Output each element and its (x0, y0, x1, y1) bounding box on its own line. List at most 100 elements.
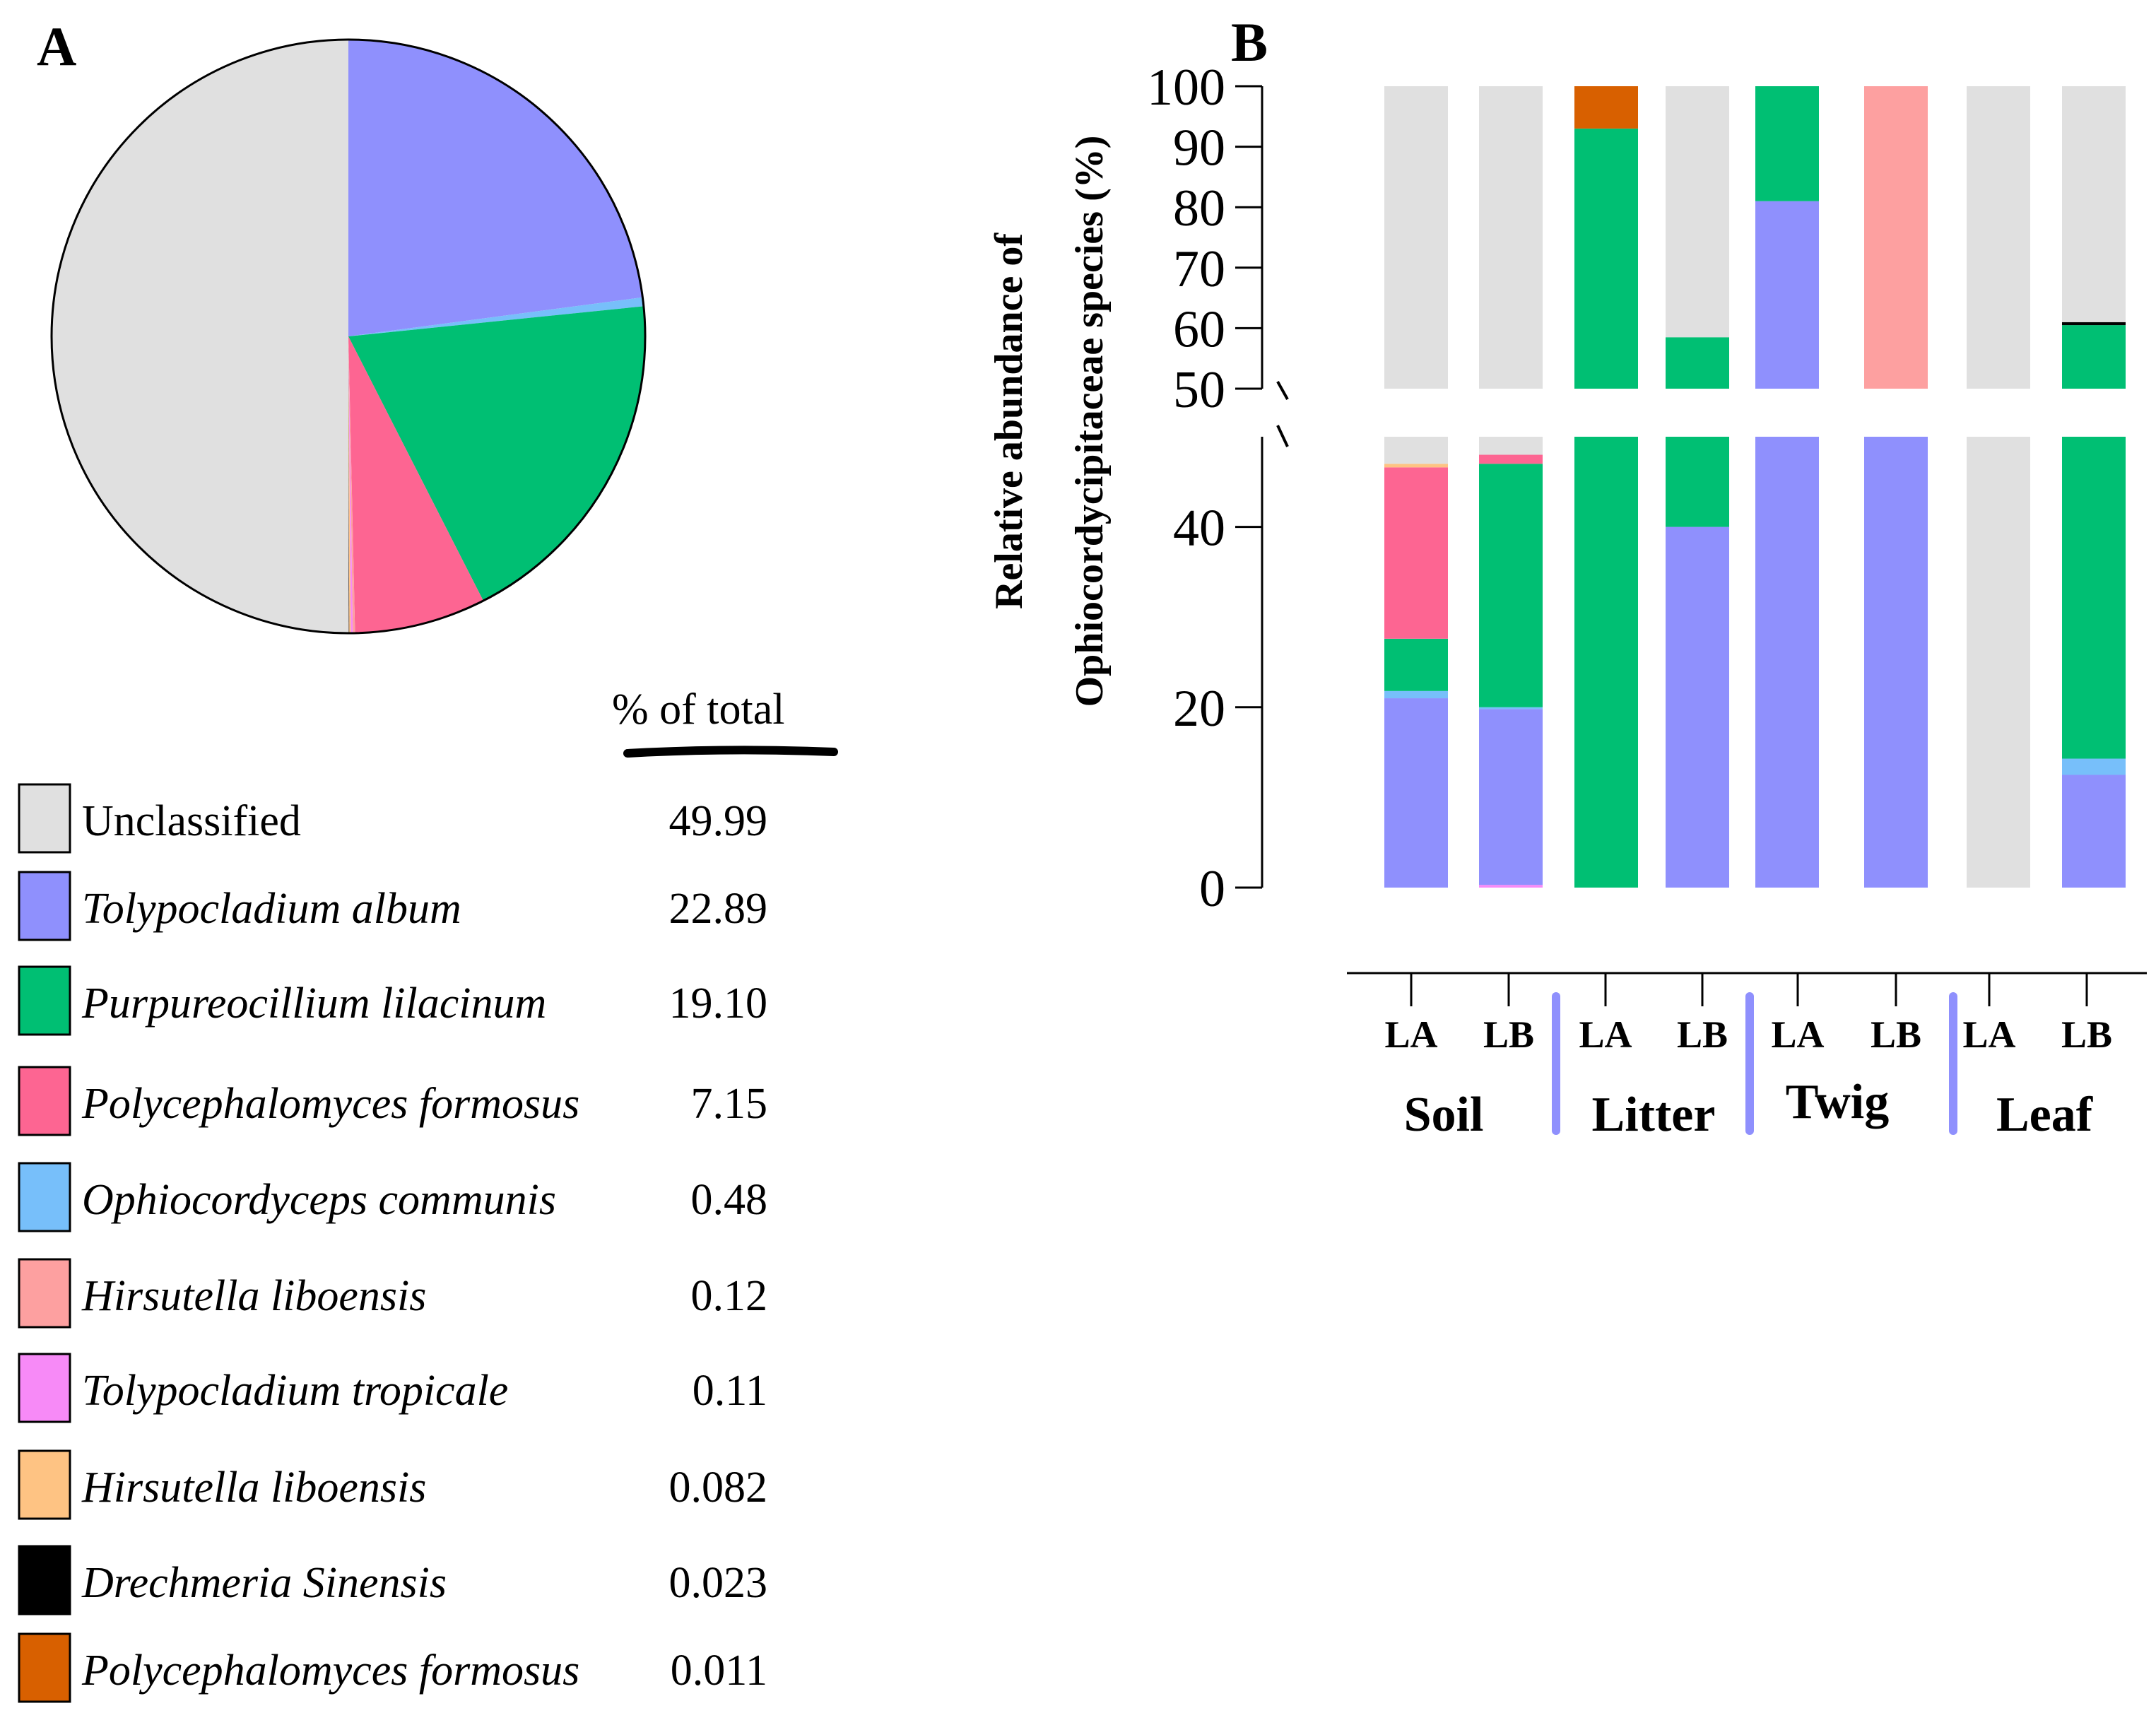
legend-value: 0.011 (671, 1647, 767, 1695)
bar-segment (2062, 322, 2126, 326)
legend-label: Unclassified (82, 797, 301, 845)
legend-swatch (18, 1449, 71, 1520)
legend-item: Drechmeria Sinensis 0.023 (18, 1545, 768, 1615)
y-tick-label: 20 (1173, 680, 1225, 738)
panel-b-label: B (1231, 11, 1268, 73)
x-category-label: LA (1771, 1013, 1824, 1056)
y-axis-title-line1: Relative abundance of (987, 232, 1031, 609)
x-group-label: Soil (1404, 1088, 1484, 1142)
bar-segment (1384, 690, 1448, 699)
bar-segment (1574, 128, 1638, 389)
bar-segment (1384, 437, 1448, 464)
bar-segment (1574, 86, 1638, 129)
bar-segment (1666, 526, 1729, 888)
axis-break-mark (1276, 425, 1289, 447)
y-axis-title: Relative abundance of Ophiocordycipitace… (987, 136, 1112, 707)
x-category-label: LB (2061, 1013, 2112, 1056)
legend-item: Unclassified 49.99 (18, 783, 768, 854)
legend-swatch (18, 1162, 71, 1232)
legend-value: 49.99 (669, 797, 768, 845)
legend-value: 0.023 (669, 1559, 768, 1607)
bar-segment (1666, 337, 1729, 389)
legend-item: Hirsutella liboensis 0.12 (18, 1258, 768, 1329)
bar-segment (1479, 709, 1543, 885)
legend-label: Tolypocladium album (82, 885, 461, 933)
bar-segment (1384, 86, 1448, 389)
y-tick-label: 50 (1173, 361, 1225, 419)
legend-item: Polycephalomyces formosus 0.011 (18, 1632, 767, 1703)
y-tick-label: 60 (1173, 300, 1225, 358)
legend-value: 7.15 (691, 1080, 768, 1128)
pie-slice-6 (348, 336, 351, 633)
panel-a-label: A (37, 16, 76, 77)
x-category-label: LB (1483, 1013, 1534, 1056)
legend-swatch (18, 1545, 71, 1615)
y-tick-label: 0 (1199, 860, 1225, 918)
y-tick-label: 40 (1173, 500, 1225, 558)
bar-segment (2062, 775, 2126, 888)
legend-swatch (18, 783, 71, 854)
pie-slice-3 (348, 336, 483, 633)
x-category-label: LA (1962, 1013, 2015, 1056)
bar-segment (1384, 638, 1448, 691)
legend-value: 0.48 (691, 1176, 768, 1224)
bar-segment (1755, 201, 1819, 389)
bar-segment (1574, 437, 1638, 888)
x-category-label: LA (1579, 1013, 1632, 1056)
bar-segment (1384, 467, 1448, 639)
legend-swatch (18, 965, 71, 1036)
pie-slice-4 (348, 336, 355, 633)
x-group-label: Leaf (1996, 1088, 2093, 1142)
legend-swatch (18, 1353, 71, 1423)
x-group-label: Twig (1786, 1075, 1890, 1129)
legend-swatch (18, 871, 71, 941)
legend-header: % of total (612, 685, 785, 734)
legend-label: Ophiocordyceps communis (82, 1176, 556, 1224)
x-axis-categories: LA LB LA LB LA LB LA LB Soil Litter Twig Leaf (1347, 972, 2147, 1142)
bar-segment (1864, 437, 1928, 888)
legend-value: 0.12 (691, 1272, 768, 1320)
pie-slice-1 (348, 297, 644, 336)
legend-value: 0.082 (669, 1464, 768, 1512)
legend-label: Purpureocillium lilacinum (81, 979, 546, 1028)
bar-segment (2062, 437, 2126, 759)
x-category-label: LA (1384, 1013, 1437, 1056)
legend-value: 22.89 (669, 885, 768, 933)
bar-segment (1384, 464, 1448, 468)
pie-chart (50, 38, 647, 635)
bar-segment (2062, 325, 2126, 389)
pie-slice-7 (348, 336, 350, 633)
legend-label: Hirsutella liboensis (81, 1272, 426, 1320)
legend-item: Polycephalomyces formosus 7.15 (18, 1066, 768, 1136)
bar-segment (1755, 437, 1819, 888)
bar-segment (2062, 86, 2126, 322)
legend-item: Tolypocladium album 22.89 (18, 871, 768, 941)
bar-segment (2062, 758, 2126, 775)
pie-outline (50, 38, 647, 635)
x-category-label: LB (1871, 1013, 1921, 1056)
stacked-bar-chart (1384, 86, 2126, 888)
x-group-label: Litter (1592, 1088, 1716, 1142)
legend-item: Tolypocladium tropicale 0.11 (18, 1353, 767, 1423)
legend-label: Polycephalomyces formosus (81, 1647, 579, 1695)
legend-swatch (18, 1632, 71, 1703)
y-tick-label: 80 (1173, 179, 1225, 237)
bar-segment (1755, 86, 1819, 201)
bar-segment (1479, 707, 1543, 710)
bar-segment (1479, 464, 1543, 707)
pie-slice-8 (348, 336, 349, 633)
legend-label: Polycephalomyces formosus (81, 1080, 579, 1128)
bar-segment (1666, 437, 1729, 527)
bar-segment (1864, 86, 1928, 389)
legend-swatch (18, 1258, 71, 1329)
bar-segment (1479, 885, 1543, 888)
bar-segment (1967, 437, 2030, 888)
legend-item: Hirsutella liboensis 0.082 (18, 1449, 768, 1520)
pie-slice-0 (348, 40, 643, 336)
bar-segment (1384, 698, 1448, 888)
bar-segment (1479, 454, 1543, 464)
legend-swatch (18, 1066, 71, 1136)
bar-segment (1479, 86, 1543, 389)
